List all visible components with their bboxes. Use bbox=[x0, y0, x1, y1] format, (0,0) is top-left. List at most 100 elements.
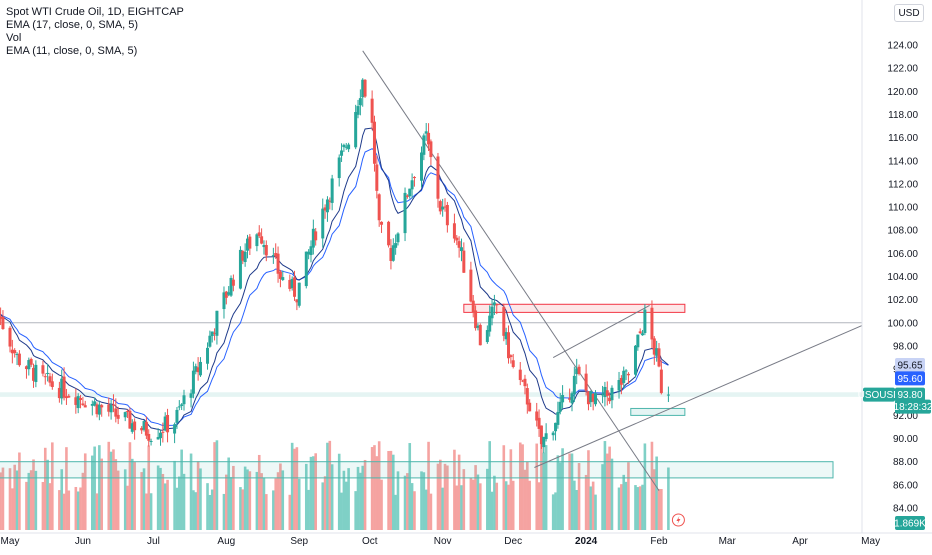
candle bbox=[342, 144, 346, 148]
volume-bar bbox=[65, 447, 68, 530]
candle bbox=[1, 316, 5, 330]
candle bbox=[561, 395, 565, 403]
volume-bar bbox=[98, 445, 101, 530]
volume-bar bbox=[377, 441, 381, 530]
candle bbox=[133, 421, 137, 431]
time-tick-label: Apr bbox=[792, 536, 808, 547]
time-tick-label: Nov bbox=[434, 536, 452, 547]
price-tick-label: 122.00 bbox=[887, 64, 918, 75]
volume-bar bbox=[307, 489, 310, 530]
volume-bar bbox=[575, 489, 578, 530]
legend-ema11[interactable]: EMA (11, close, 0, SMA, 5) bbox=[6, 45, 138, 57]
candle bbox=[539, 425, 543, 445]
candle bbox=[262, 244, 266, 248]
volume-bar bbox=[260, 473, 263, 530]
volume-bar bbox=[354, 491, 357, 530]
volume-bar bbox=[206, 483, 209, 530]
volume-bar bbox=[406, 473, 409, 530]
volume-bar bbox=[507, 484, 510, 530]
volume-bar bbox=[601, 464, 604, 530]
candle bbox=[544, 433, 548, 440]
price-axis: 84.0086.0088.0090.0092.0094.0096.0098.00… bbox=[861, 0, 932, 550]
candle bbox=[375, 164, 379, 191]
legend-vol[interactable]: Vol bbox=[6, 32, 22, 44]
candle bbox=[81, 403, 85, 406]
candle bbox=[394, 243, 398, 248]
candle bbox=[605, 390, 609, 396]
lightning-glyph bbox=[676, 516, 681, 524]
last-price-badge: 93.80 bbox=[897, 390, 922, 401]
symbol-badge-bg bbox=[863, 387, 895, 402]
legend-title[interactable]: Spot WTI Crude Oil, 1D, EIGHTCAP bbox=[6, 6, 184, 18]
volume-bar bbox=[422, 472, 426, 530]
candle bbox=[32, 367, 36, 381]
candle bbox=[215, 310, 219, 336]
volume-bar bbox=[140, 472, 143, 530]
volume-bars bbox=[0, 440, 670, 530]
candle bbox=[429, 141, 433, 158]
candle bbox=[276, 253, 280, 274]
volume-bar bbox=[387, 451, 390, 530]
bar-countdown-badge: 18:28:32 bbox=[894, 402, 932, 413]
volume-bar bbox=[622, 474, 626, 530]
candle bbox=[107, 404, 111, 412]
candle bbox=[558, 401, 562, 412]
price-tick-label: 88.00 bbox=[893, 457, 918, 468]
candle bbox=[189, 393, 193, 398]
candle bbox=[492, 302, 496, 306]
candle bbox=[408, 188, 412, 197]
volume-bar bbox=[624, 481, 628, 530]
candle bbox=[224, 291, 228, 298]
ema-11-line bbox=[0, 127, 669, 431]
candle bbox=[194, 366, 198, 372]
volume-bar bbox=[41, 481, 45, 530]
candle bbox=[535, 411, 539, 421]
candle bbox=[29, 358, 33, 365]
candle bbox=[180, 404, 184, 406]
legend-ema17[interactable]: EMA (17, close, 0, SMA, 5) bbox=[6, 19, 139, 31]
price-axis-bg bbox=[862, 0, 932, 550]
candle bbox=[229, 277, 233, 296]
volume-bar bbox=[363, 459, 367, 530]
volume-bar bbox=[394, 494, 397, 530]
time-tick-label: Jun bbox=[75, 536, 91, 547]
volume-bar bbox=[279, 463, 282, 530]
volume-bar bbox=[551, 494, 555, 530]
volume-bar bbox=[304, 463, 308, 530]
candle bbox=[441, 206, 445, 210]
volume-bar bbox=[650, 441, 654, 530]
price-tick-label: 110.00 bbox=[888, 203, 918, 214]
candle bbox=[568, 398, 572, 400]
candle bbox=[622, 370, 626, 383]
time-axis: May Jun Jul Aug Sep Oct Nov Dec 2024 Feb Mar Apr May bbox=[0, 532, 932, 547]
candle bbox=[452, 223, 456, 239]
current-price-band bbox=[0, 392, 862, 397]
volume-bar bbox=[314, 453, 317, 530]
volume-bar bbox=[591, 481, 595, 530]
candle bbox=[90, 404, 94, 406]
candle bbox=[495, 304, 499, 306]
price-tick-label: 98.00 bbox=[893, 341, 918, 352]
candle bbox=[575, 368, 579, 375]
candle bbox=[50, 381, 54, 387]
candle bbox=[626, 373, 630, 376]
volume-bar bbox=[558, 462, 562, 530]
volume-bar bbox=[159, 467, 162, 530]
candle bbox=[410, 180, 414, 190]
volume-bar bbox=[1, 467, 5, 530]
candle bbox=[97, 404, 101, 415]
volume-bar bbox=[594, 494, 597, 530]
currency-button[interactable]: USD bbox=[894, 4, 924, 22]
candle bbox=[196, 367, 200, 373]
candle bbox=[147, 433, 151, 441]
candle bbox=[255, 234, 259, 247]
candle bbox=[57, 387, 61, 399]
candle bbox=[206, 347, 210, 364]
candle bbox=[523, 378, 527, 387]
volume-bar bbox=[34, 470, 38, 530]
volume-bar bbox=[293, 448, 296, 530]
candle bbox=[297, 282, 301, 306]
volume-bar bbox=[208, 494, 212, 530]
